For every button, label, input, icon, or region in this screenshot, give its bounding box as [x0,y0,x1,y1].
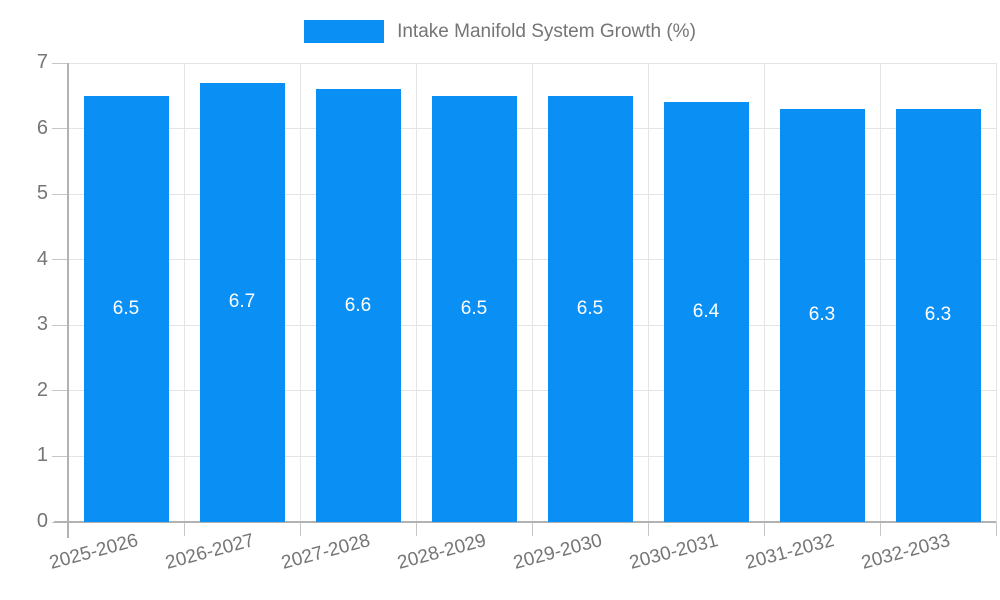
y-axis-tick [52,128,68,130]
bar-value-label: 6.3 [924,304,952,326]
x-axis-tick-label: 2032-2033 [859,530,953,574]
bar-value-label: 6.5 [112,297,140,319]
y-axis-line [67,63,69,538]
x-axis-line [54,521,996,523]
chart-legend[interactable]: Intake Manifold System Growth (%) [0,20,1000,43]
x-axis-tick [415,522,417,536]
legend-swatch [304,20,385,43]
bar-value-label: 6.3 [808,304,836,326]
bar-value-label: 6.5 [460,297,488,319]
x-axis-tick-label: 2026-2027 [163,530,257,574]
bar[interactable]: 6.4 [663,102,749,522]
bar[interactable]: 6.5 [547,95,633,522]
v-gridline [879,63,881,522]
v-gridline [415,63,417,522]
y-axis-tick [52,259,68,261]
x-axis-tick-label: 2030-2031 [627,530,721,574]
x-axis-tick [531,522,533,536]
y-axis-tick [52,390,68,392]
bar-value-label: 6.6 [344,294,372,316]
x-axis-tick [299,522,301,536]
bar-value-label: 6.4 [692,301,720,323]
v-gridline [299,63,301,522]
bar[interactable]: 6.3 [779,108,865,522]
y-axis-tick [52,324,68,326]
v-gridline [995,63,997,522]
bar[interactable]: 6.6 [315,89,401,522]
v-gridline [763,63,765,522]
legend-label: Intake Manifold System Growth (%) [397,20,696,42]
y-axis-tick-label: 6 [36,116,48,139]
x-axis-tick [763,522,765,536]
x-axis-tick-label: 2025-2026 [47,530,141,574]
y-axis-tick-label: 5 [36,182,48,205]
x-axis-tick-label: 2028-2029 [395,530,489,574]
bar[interactable]: 6.5 [83,95,169,522]
y-axis-tick [52,62,68,64]
bar[interactable]: 6.7 [199,82,285,522]
x-axis-tick-label: 2031-2032 [743,530,837,574]
bar[interactable]: 6.5 [431,95,517,522]
y-axis-tick-label: 0 [36,510,48,532]
y-axis-tick-label: 4 [36,247,48,270]
x-axis-tick-label: 2027-2028 [279,530,373,574]
bar-value-label: 6.5 [576,297,604,319]
x-axis-tick [183,522,185,536]
x-axis-tick-label: 2029-2030 [511,530,605,574]
x-axis-tick [647,522,649,536]
bar-value-label: 6.7 [228,291,256,313]
bar[interactable]: 6.3 [895,108,981,522]
y-axis-tick [52,193,68,195]
x-axis-tick [995,522,997,536]
y-axis-tick-label: 3 [36,313,48,336]
y-axis-tick [52,455,68,457]
v-gridline [531,63,533,522]
v-gridline [183,63,185,522]
x-axis-tick [879,522,881,536]
y-axis-tick-label: 1 [36,444,48,467]
y-axis-tick-label: 7 [36,51,48,73]
y-axis-tick-label: 2 [36,378,48,401]
v-gridline [647,63,649,522]
